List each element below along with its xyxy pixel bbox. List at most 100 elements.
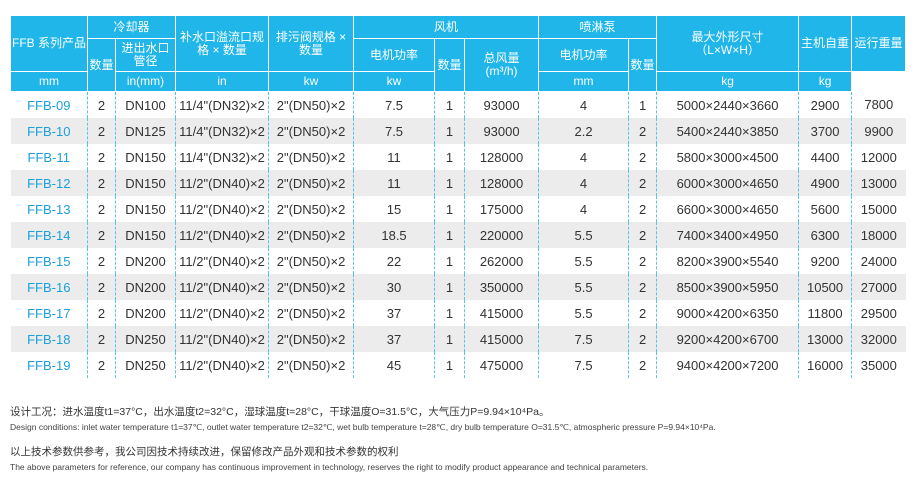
table-cell: 2"(DN50)×2 [268, 352, 354, 378]
table-cell: FFB-09 [27, 97, 71, 113]
unit-makeup: in(mm) [114, 71, 177, 92]
table-cell: 11/4"(DN32)×2 [175, 118, 269, 144]
table-cell: 2 [628, 352, 657, 378]
table-cell: 16000 [798, 352, 852, 378]
table-cell: 2 [628, 118, 657, 144]
table-cell: 1 [434, 352, 465, 378]
table-cell: 2 [87, 300, 116, 326]
table-cell: DN150 [114, 222, 176, 248]
table-cell: 2 [87, 170, 116, 196]
col-cooler-pipe: 进出水口管径 [114, 38, 177, 72]
table-cell: 2 [87, 91, 116, 118]
table-cell: 2.2 [538, 118, 629, 144]
table-cell: DN200 [114, 274, 176, 300]
table-cell: 4 [538, 170, 629, 196]
table-cell: 15 [353, 196, 435, 222]
unit-pump-power: kw [353, 71, 436, 92]
col-pump-power: 电机功率 [538, 38, 630, 72]
table-cell: DN100 [114, 91, 176, 118]
table-cell: DN200 [114, 300, 176, 326]
table-cell: 2 [87, 326, 116, 352]
table-cell: 475000 [464, 352, 539, 378]
unit-op-weight: kg [798, 71, 853, 92]
table-cell: 9200 [798, 248, 852, 274]
table-cell: DN250 [114, 326, 176, 352]
table-cell: 11/2"(DN40)×2 [175, 274, 269, 300]
table-cell: 1 [434, 300, 465, 326]
design-conditions: 设计工况：进水温度t1=37°C，出水温度t2=32°C，湿球温度t=28°C，… [10, 404, 716, 433]
spec-table: FFB 系列产品 冷却器 补水口溢流口规格 × 数量 排污阀规格 × 数量 风机… [10, 15, 907, 378]
table-cell: 2"(DN50)×2 [268, 118, 354, 144]
table-cell: DN125 [114, 118, 176, 144]
table-cell: FFB-18 [10, 326, 88, 352]
table-cell: 11/2"(DN40)×2 [175, 222, 269, 248]
table-cell: 10500 [798, 274, 852, 300]
table-cell: 93000 [464, 91, 539, 118]
table-cell: 6300 [798, 222, 852, 248]
table-cell: 13000 [798, 326, 852, 352]
table-cell: 2 [628, 274, 657, 300]
table-cell: 2 [628, 170, 657, 196]
table-cell: 2"(DN50)×2 [268, 248, 354, 274]
table-cell: 5.5 [538, 300, 629, 326]
table-cell: 4 [538, 144, 629, 170]
table-cell: 11/2"(DN40)×2 [175, 326, 269, 352]
table-cell: 128000 [464, 170, 539, 196]
table-cell: 1 [434, 326, 465, 352]
table-row: FFB-09 2 DN100 11/4"(DN32)×2 2"(DN50)×2 7.5 1 9… [11, 91, 906, 118]
table-cell: 128000 [464, 144, 539, 170]
table-cell: 2 [628, 300, 657, 326]
table-cell: 11800 [798, 300, 852, 326]
table-row: FFB-13 2 DN150 11/2"(DN40)×2 2"(DN50)×2 15 1 17… [11, 196, 906, 222]
table-cell: 5.5 [538, 274, 629, 300]
col-series: FFB 系列产品 [10, 15, 88, 72]
unit-dims: mm [538, 71, 630, 92]
table-cell: 2 [628, 144, 657, 170]
table-cell: FFB-19 [27, 357, 71, 373]
table-cell: 2 [87, 274, 116, 300]
table-cell: 9000×4200×6350 [656, 300, 799, 326]
table-cell: FFB-10 [10, 118, 88, 144]
table-cell: 1 [434, 118, 465, 144]
table-cell: 29500 [851, 300, 906, 326]
table-cell: 24000 [851, 248, 906, 274]
table-cell: FFB-14 [10, 222, 88, 248]
table-cell: 11/4"(DN32)×2 [175, 91, 269, 118]
table-cell: 1 [434, 274, 465, 300]
col-pump-qty: 数量 [628, 38, 658, 92]
table-row: FFB-14 2 DN150 11/2"(DN40)×2 2"(DN50)×2 18.5 1… [10, 222, 906, 248]
reference-note-cn: 以上技术参数供参考，我公司因技术持续改进，保留修改产品外观和技术参数的权利 [10, 446, 399, 458]
table-cell: 2"(DN50)×2 [268, 222, 354, 248]
col-dims: 最大外形尺寸 （L×W×H） [656, 15, 800, 72]
table-cell: 15000 [851, 196, 906, 222]
table-cell: 2 [87, 222, 116, 248]
table-cell: 12000 [851, 144, 906, 170]
table-cell: 8500×3900×5950 [656, 274, 799, 300]
table-cell: 2 [87, 196, 116, 222]
table-cell: 2900 [798, 91, 852, 118]
table-cell: 11 [353, 170, 435, 196]
table-cell: 2 [628, 326, 657, 352]
table-cell: 2"(DN50)×2 [268, 91, 354, 118]
col-cooler-qty: 数量 [87, 38, 116, 92]
table-cell: 262000 [464, 248, 539, 274]
table-row: FFB-10 2 DN125 11/4"(DN32)×2 2"(DN50)×2 7.5 1 9… [10, 118, 906, 144]
table-cell: 22 [353, 248, 435, 274]
table-cell: 175000 [464, 196, 539, 222]
table-cell: 220000 [464, 222, 539, 248]
table-row: FFB-19 2 DN250 11/2"(DN40)×2 2"(DN50)×2 45 1 47… [11, 352, 906, 378]
table-cell: 2 [628, 248, 657, 274]
col-op-weight: 运行重量 [851, 15, 907, 72]
unit-cooler-pipe: mm [10, 71, 88, 92]
table-cell: 4400 [798, 144, 852, 170]
table-cell: 6000×3000×4650 [656, 170, 799, 196]
table-cell: 2 [87, 144, 116, 170]
table-cell: 11/2"(DN40)×2 [175, 248, 269, 274]
table-cell: 2"(DN50)×2 [268, 144, 354, 170]
col-weight: 主机自重 [798, 15, 853, 72]
table-cell: FFB-12 [10, 170, 88, 196]
table-cell: 4 [538, 91, 629, 118]
col-fan-power: 电机功率 [353, 38, 436, 72]
reference-note: 以上技术参数供参考，我公司因技术持续改进，保留修改产品外观和技术参数的权利 Th… [10, 444, 648, 472]
table-cell: 11/2"(DN40)×2 [175, 196, 269, 222]
